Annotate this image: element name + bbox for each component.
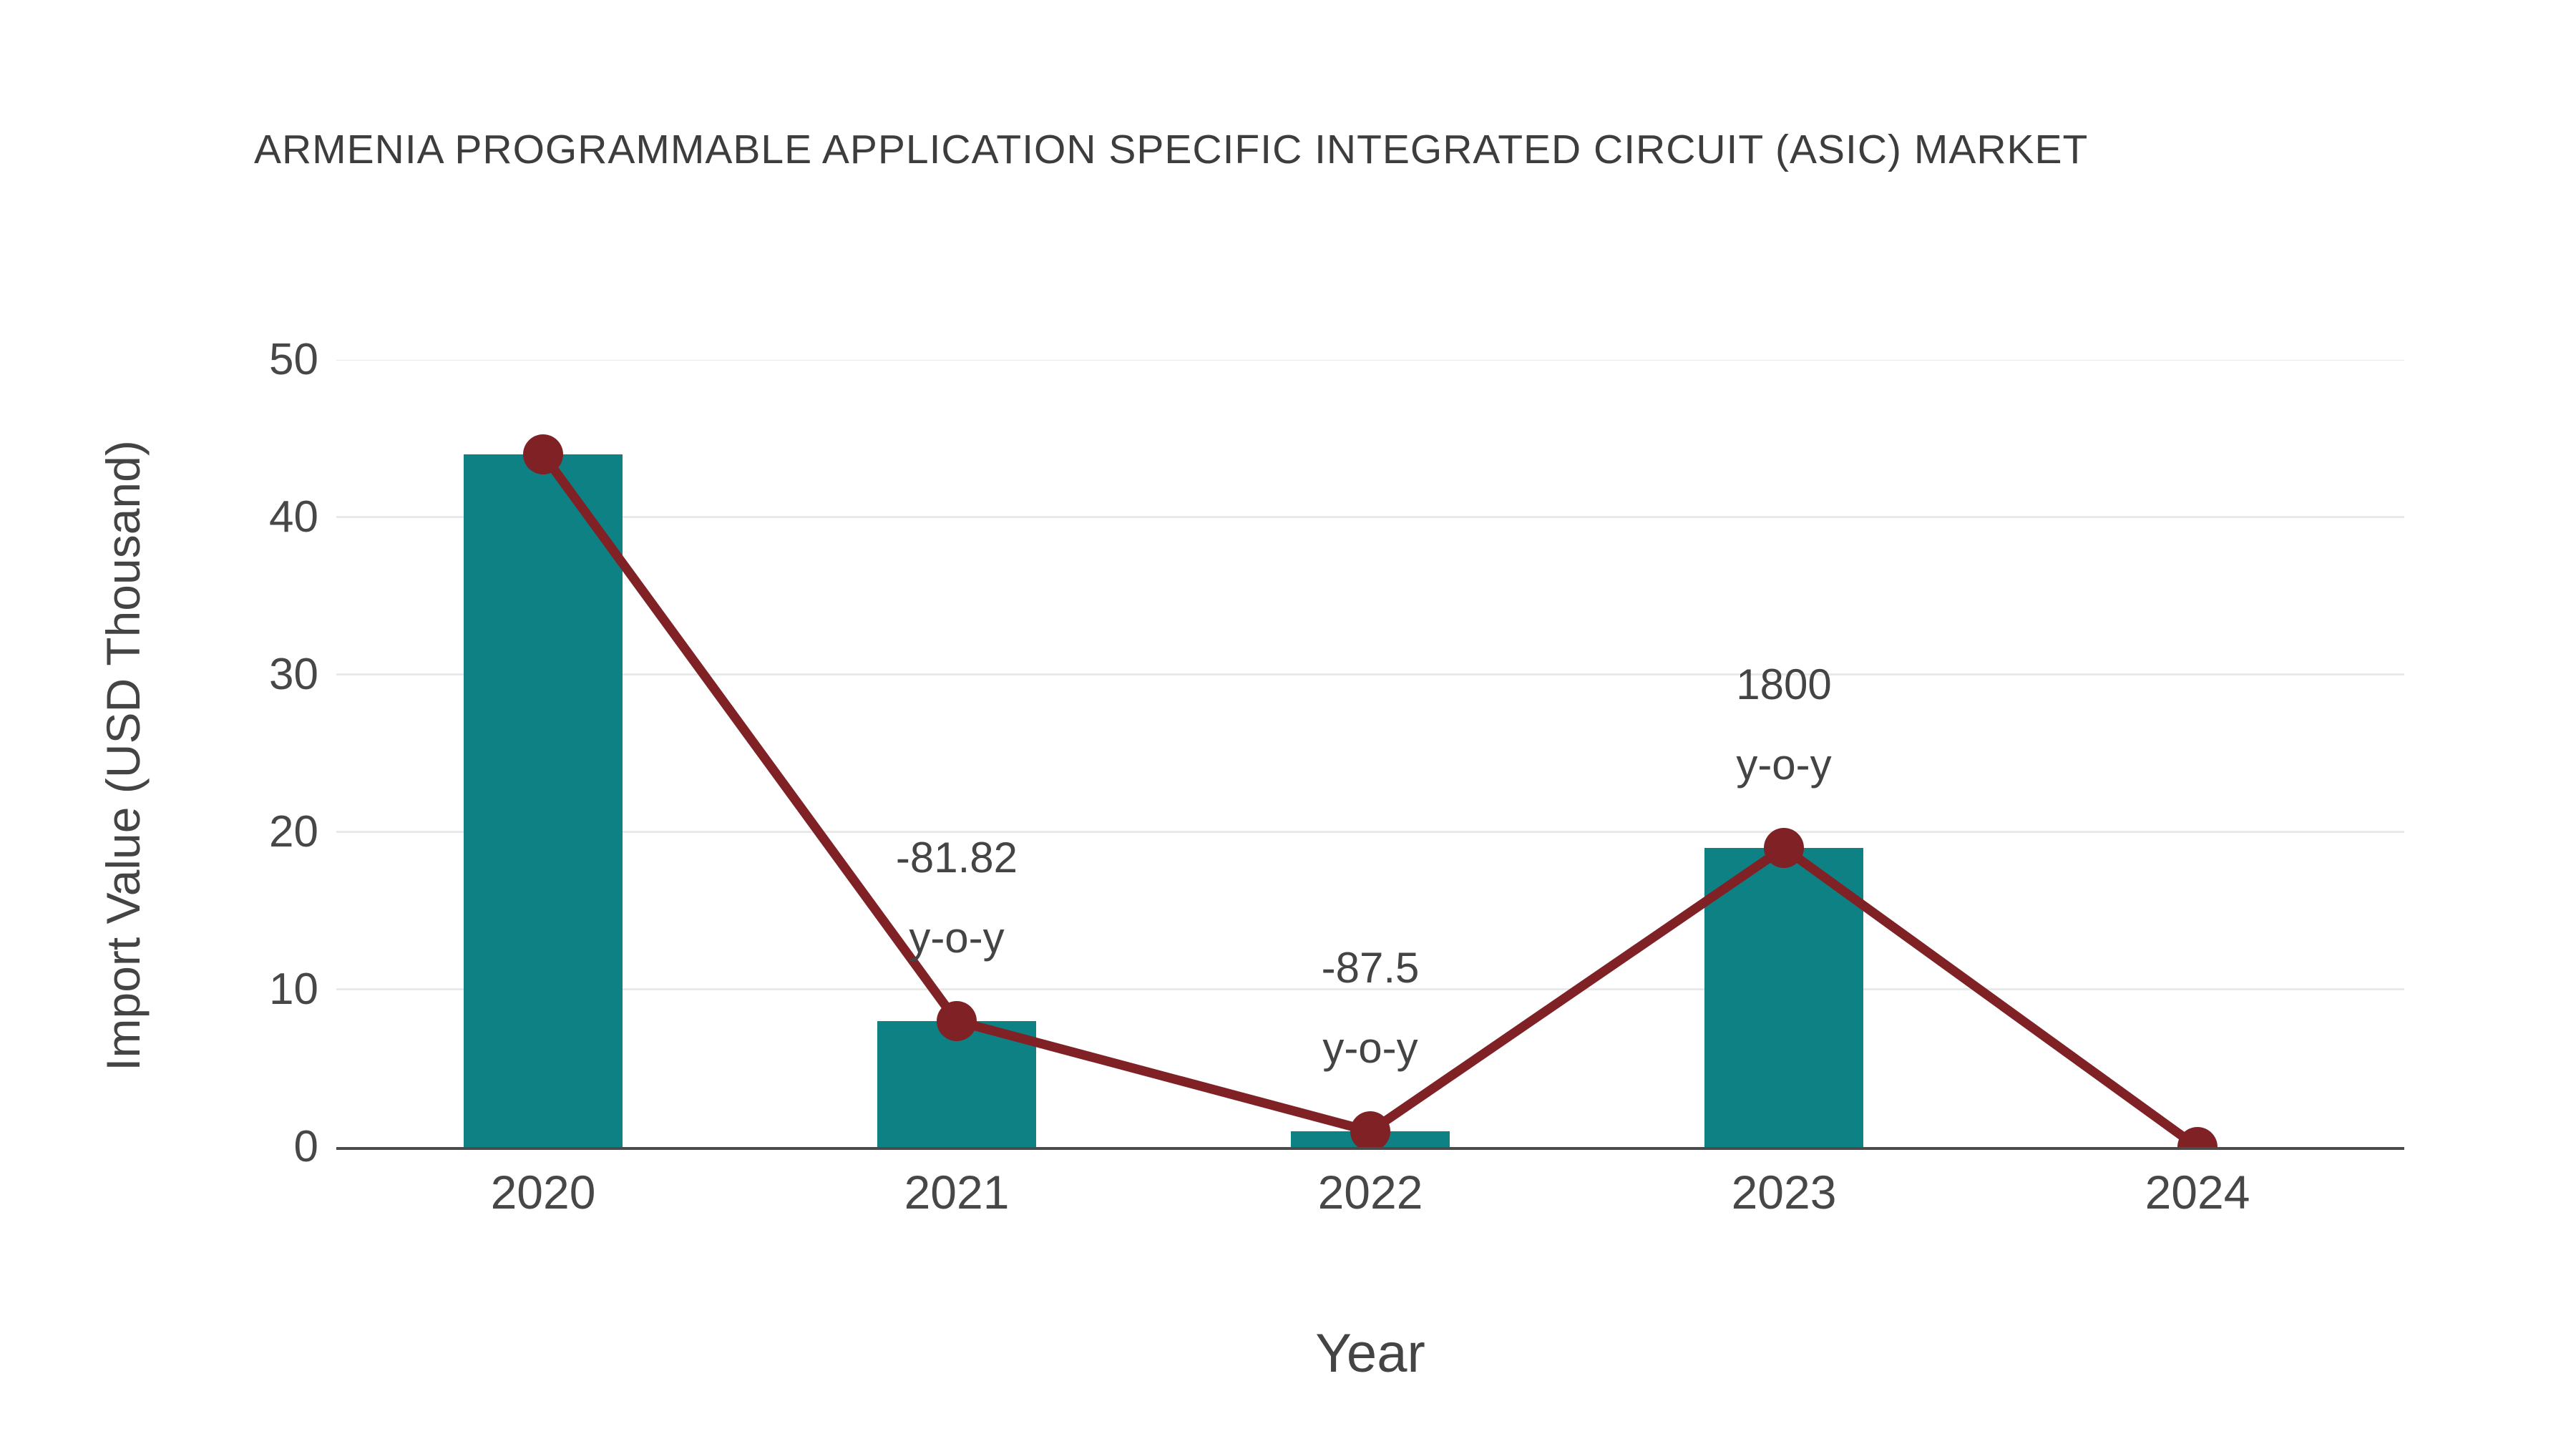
x-tick-label-2020: 2020 — [490, 1166, 596, 1219]
yoy-annotation-2021: -81.82 y-o-y — [771, 818, 1143, 978]
x-tick-label-2023: 2023 — [1731, 1166, 1837, 1219]
yoy-annotation-2022: -87.5 y-o-y — [1184, 928, 1556, 1088]
y-tick-label-10: 10 — [269, 965, 318, 1014]
y-tick-label-30: 30 — [269, 650, 318, 699]
yoy-value: -81.82 — [895, 834, 1018, 882]
data-point-marker-2021 — [937, 1001, 977, 1041]
bar-2020 — [464, 454, 623, 1147]
data-point-marker-2023 — [1764, 828, 1804, 868]
yoy-label: y-o-y — [1736, 741, 1832, 789]
yoy-annotation-2023: 1800 y-o-y — [1598, 645, 1970, 805]
y-tick-label-0: 0 — [293, 1122, 318, 1171]
y-tick-label-40: 40 — [269, 492, 318, 542]
grid-line-10 — [336, 988, 2404, 990]
data-point-marker-2022 — [1350, 1111, 1390, 1147]
x-tick-label-2022: 2022 — [1317, 1166, 1423, 1219]
grid-line-20 — [336, 831, 2404, 833]
yoy-label: y-o-y — [909, 914, 1005, 962]
x-tick-label-2024: 2024 — [2145, 1166, 2250, 1219]
yoy-label: y-o-y — [1322, 1024, 1418, 1072]
chart-title: ARMENIA PROGRAMMABLE APPLICATION SPECIFI… — [254, 127, 2089, 172]
data-point-marker-2024 — [2177, 1127, 2218, 1147]
yoy-value: -87.5 — [1321, 944, 1420, 992]
bar-2023 — [1704, 848, 1863, 1147]
x-axis-title: Year — [1315, 1323, 1425, 1384]
y-tick-label-20: 20 — [269, 807, 318, 857]
trend-line-layer — [523, 434, 2218, 1147]
x-tick-label-2021: 2021 — [904, 1166, 1010, 1219]
yoy-value: 1800 — [1736, 660, 1832, 708]
grid-line-40 — [336, 516, 2404, 518]
data-point-marker-2020 — [523, 434, 563, 474]
grid-line-50 — [336, 360, 2404, 361]
y-tick-label-50: 50 — [269, 335, 318, 384]
grid-line-30 — [336, 673, 2404, 675]
plot-area — [336, 360, 2404, 1150]
bar-2021 — [877, 1021, 1036, 1147]
